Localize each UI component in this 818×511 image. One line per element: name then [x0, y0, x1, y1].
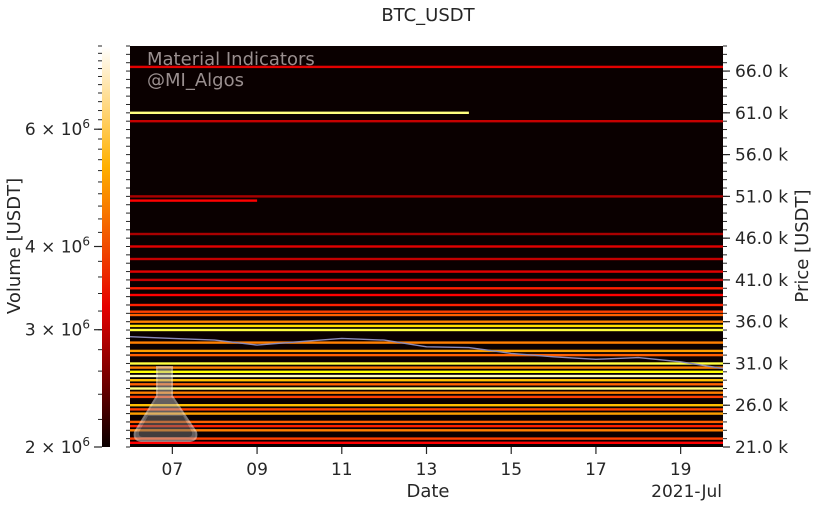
- x-axis-ticks: 07 09 11 13 15 17 19: [162, 447, 692, 480]
- heatmap-band: [130, 65, 723, 69]
- colorbar-ticks: 2 × 106 3 × 106 4 × 106 6 × 106: [25, 45, 102, 458]
- heatmap-band: [130, 353, 723, 357]
- heatmap-band: [130, 199, 258, 202]
- x-tick-label: 11: [331, 460, 353, 480]
- heatmap-band: [130, 429, 723, 432]
- heatmap-band: [130, 313, 723, 317]
- x-axis-label: Date: [406, 481, 449, 502]
- colorbar-label: Volume [USDT]: [4, 178, 25, 314]
- heatmap-band: [130, 408, 723, 411]
- y-tick-label: 26.0 k: [735, 396, 788, 416]
- watermark-line-1: Material Indicators: [147, 49, 315, 70]
- x-tick-label: 07: [162, 460, 184, 480]
- y-tick-label: 66.0 k: [735, 62, 788, 82]
- heatmap-band: [130, 245, 723, 248]
- heatmap-band: [130, 349, 723, 353]
- y-tick-label: 51.0 k: [735, 187, 788, 207]
- heatmap-band: [130, 232, 723, 236]
- x-tick-label: 19: [670, 460, 692, 480]
- heatmap-band: [130, 424, 723, 428]
- y-axis-label-right: Price [USDT]: [792, 189, 813, 302]
- heatmap-band: [130, 195, 723, 198]
- price-line: [130, 336, 723, 370]
- heatmap-band: [130, 383, 723, 386]
- heatmap-band: [130, 324, 723, 328]
- heatmap-band: [130, 270, 723, 273]
- heatmap-band: [130, 341, 723, 344]
- heatmap-bands: [130, 65, 723, 444]
- heatmap-band: [130, 366, 723, 369]
- x-tick-label: 09: [246, 460, 268, 480]
- heatmap-band: [130, 310, 723, 313]
- watermark-line-2: @MI_Algos: [147, 70, 244, 91]
- colorbar-tick-label: 2 × 106: [25, 435, 90, 458]
- heatmap-band: [130, 391, 723, 394]
- heatmap-band: [130, 420, 723, 424]
- y-tick-label: 41.0 k: [735, 271, 788, 291]
- colorbar-tick-label: 4 × 106: [25, 235, 90, 258]
- y-tick-label: 31.0 k: [735, 354, 788, 374]
- heatmap-band: [130, 120, 723, 123]
- y-tick-label: 21.0 k: [735, 438, 788, 458]
- colorbar: [102, 46, 110, 447]
- left-minor-ticks: [126, 45, 130, 448]
- x-tick-label: 13: [416, 460, 438, 480]
- heatmap-band: [130, 111, 469, 114]
- y-tick-label: 61.0 k: [735, 104, 788, 124]
- colorbar-tick-label: 3 × 106: [25, 318, 90, 341]
- heatmap-band: [130, 278, 723, 282]
- heatmap-band: [130, 379, 723, 382]
- heatmap-band: [130, 441, 723, 444]
- heatmap-band: [130, 437, 723, 440]
- y-tick-label: 56.0 k: [735, 146, 788, 166]
- heatmap-band: [130, 320, 723, 323]
- heatmap-band: [130, 303, 723, 307]
- heatmap-band: [130, 412, 723, 415]
- x-tick-label: 15: [500, 460, 522, 480]
- heatmap-band: [130, 374, 723, 378]
- y-tick-label: 46.0 k: [735, 229, 788, 249]
- heatmap-band: [130, 257, 723, 261]
- y-axis-ticks: 21.0 k 26.0 k 31.0 k 36.0 k 41.0 k 46.0 k 51.0…: [723, 45, 788, 458]
- heatmap-band: [130, 362, 723, 365]
- heatmap-band: [130, 395, 723, 399]
- x-tick-label: 17: [585, 460, 607, 480]
- heatmap-band: [130, 370, 723, 373]
- heatmap-band: [130, 293, 723, 297]
- chart-title: BTC_USDT: [381, 5, 475, 26]
- x-offset-label: 2021-Jul: [651, 482, 722, 502]
- heatmap-band: [130, 404, 723, 407]
- heatmap-band: [130, 387, 723, 390]
- heatmap-band: [130, 328, 723, 332]
- heatmap-band: [130, 287, 723, 290]
- flask-logo: [133, 366, 198, 442]
- y-tick-label: 36.0 k: [735, 313, 788, 333]
- colorbar-tick-label: 6 × 106: [25, 117, 90, 140]
